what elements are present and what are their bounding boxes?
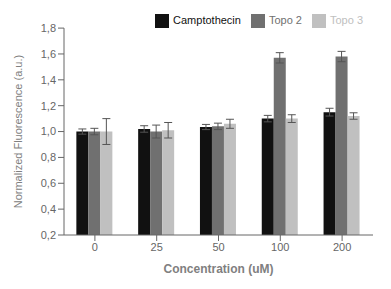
svg-text:1,2: 1,2 <box>41 100 56 112</box>
svg-text:25: 25 <box>151 241 163 253</box>
svg-text:Concentration (uM): Concentration (uM) <box>164 262 274 276</box>
html-text:Camptothecin: Camptothecin <box>173 14 241 26</box>
svg-text:0,2: 0,2 <box>41 229 56 241</box>
svg-text:0,8: 0,8 <box>41 151 56 163</box>
svg-text:1,6: 1,6 <box>41 48 56 60</box>
svg-text:1,0: 1,0 <box>41 125 56 137</box>
html-text:Topo 2: Topo 2 <box>268 14 302 26</box>
svg-text:1,4: 1,4 <box>41 74 56 86</box>
html-text:Topo 3: Topo 3 <box>330 14 363 26</box>
svg-text:Normalized Fluorescence (a.u.): Normalized Fluorescence (a.u.) <box>12 55 24 208</box>
svg-text:0: 0 <box>92 241 98 253</box>
svg-text:50: 50 <box>212 241 224 253</box>
svg-text:0,4: 0,4 <box>41 203 56 215</box>
svg-text:1,8: 1,8 <box>41 22 56 34</box>
svg-text:100: 100 <box>271 241 289 253</box>
svg-text:0,6: 0,6 <box>41 177 56 189</box>
svg-text:200: 200 <box>333 241 351 253</box>
